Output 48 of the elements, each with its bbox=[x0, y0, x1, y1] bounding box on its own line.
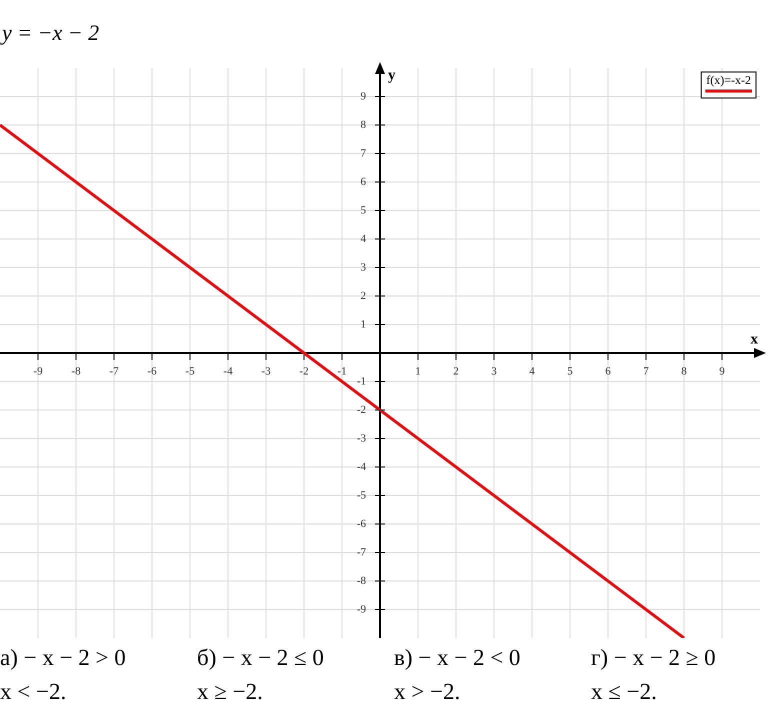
y-tick-label: 1 bbox=[360, 318, 366, 330]
x-tick-label: -4 bbox=[223, 365, 234, 378]
x-tick-label: 6 bbox=[605, 365, 612, 378]
x-tick-label: -3 bbox=[261, 365, 272, 378]
text: x < −2. bbox=[0, 679, 68, 705]
x-tick-label: 5 bbox=[567, 365, 574, 378]
text: x ≥ −2. bbox=[197, 679, 264, 705]
x-tick-label: -8 bbox=[71, 365, 82, 378]
x-axis-title: x bbox=[750, 331, 758, 348]
y-tick-label: 4 bbox=[360, 232, 366, 245]
x-tick-label: 7 bbox=[643, 365, 650, 378]
x-tick-label: 3 bbox=[491, 365, 498, 378]
text: в) − x − 2 < 0 bbox=[394, 645, 522, 671]
x-tick-label: -1 bbox=[337, 365, 347, 378]
x-tick-label: -7 bbox=[109, 365, 120, 378]
text: x > −2. bbox=[394, 679, 462, 705]
y-tick-label: -9 bbox=[356, 603, 366, 616]
text: а) − x − 2 > 0 bbox=[0, 645, 127, 671]
y-tick-label: -5 bbox=[356, 489, 366, 502]
y-tick-label: 5 bbox=[360, 204, 366, 216]
y-tick-label: 3 bbox=[360, 261, 366, 274]
y-axis-title: y bbox=[388, 67, 396, 84]
text: г) − x − 2 ≥ 0 bbox=[591, 645, 717, 671]
x-tick-label: 1 bbox=[415, 365, 421, 378]
y-tick-label: 9 bbox=[360, 90, 366, 102]
y-tick-label: 8 bbox=[360, 118, 366, 131]
y-tick-label: 2 bbox=[360, 290, 366, 302]
x-tick-label: -2 bbox=[299, 365, 309, 378]
y-tick-label: 6 bbox=[360, 176, 366, 188]
y-tick-label: -2 bbox=[356, 404, 366, 416]
x-tick-label: 9 bbox=[719, 365, 726, 378]
x-tick-label: -6 bbox=[147, 365, 158, 378]
x-tick-label: 8 bbox=[681, 365, 688, 378]
y-tick-label: 7 bbox=[360, 147, 366, 160]
text: x ≤ −2. bbox=[591, 679, 658, 705]
chart-title: y = −x − 2 bbox=[2, 20, 100, 46]
y-tick-label: -7 bbox=[356, 546, 366, 558]
x-tick-label: -9 bbox=[33, 365, 44, 378]
y-tick-label: -6 bbox=[356, 518, 366, 530]
text: б) − x − 2 ≤ 0 bbox=[197, 645, 325, 671]
x-tick-label: -5 bbox=[185, 365, 196, 378]
y-tick-label: -4 bbox=[356, 460, 366, 473]
x-tick-label: 2 bbox=[453, 365, 459, 378]
text: f(x)=-x-2 bbox=[706, 73, 751, 88]
y-tick-label: -8 bbox=[356, 574, 366, 587]
x-tick-label: 4 bbox=[529, 365, 536, 378]
y-tick-label: -3 bbox=[356, 432, 366, 444]
y-tick-label: -1 bbox=[356, 375, 366, 388]
